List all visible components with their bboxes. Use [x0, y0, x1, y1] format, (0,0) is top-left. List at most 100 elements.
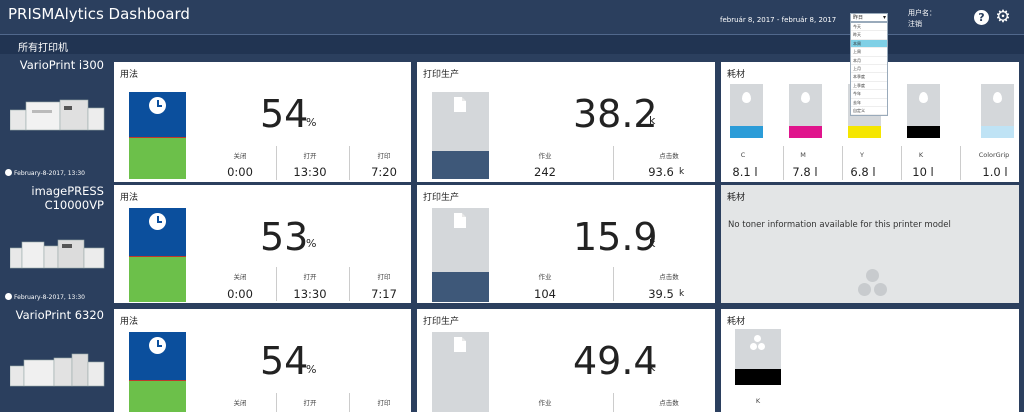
consumables-card[interactable]: 耗材 No toner information available for th…: [721, 185, 1019, 303]
usage-bar: [129, 208, 186, 302]
consumables-card[interactable]: 耗材 K: [721, 309, 1019, 412]
production-card[interactable]: 打印生产 49.4 k 作业 点击数: [417, 309, 715, 412]
drop-icon: [801, 92, 810, 103]
help-icon[interactable]: ?: [974, 10, 989, 25]
period-option[interactable]: 自定义: [851, 107, 887, 116]
gear-icon[interactable]: ⚙: [995, 7, 1011, 27]
card-title: 用法: [120, 70, 139, 80]
printer-name-line: imagePRESS: [31, 184, 104, 198]
period-option[interactable]: 上月: [851, 65, 887, 74]
period-option[interactable]: 本季度: [851, 73, 887, 82]
production-unit: k: [649, 114, 656, 127]
period-option[interactable]: 本月: [851, 57, 887, 65]
period-option[interactable]: 去年: [851, 99, 887, 107]
period-select[interactable]: 昨日 ▾: [850, 13, 888, 22]
usage-percent: 54: [260, 92, 309, 136]
toner-magenta: [789, 84, 822, 138]
printer-timestamp: February-8-2017, 13:30: [5, 169, 85, 177]
chevron-down-icon: ▾: [882, 14, 886, 21]
stat-label: 点击数: [659, 273, 679, 281]
period-select-value: 昨日: [853, 15, 864, 21]
drop-icon: [919, 92, 928, 103]
period-option[interactable]: 今年: [851, 90, 887, 99]
stat-label: 关闭: [233, 399, 247, 407]
production-bar: [432, 332, 489, 412]
production-bar: [432, 92, 489, 179]
card-title: 耗材: [727, 317, 746, 327]
toner-group-icon: [855, 269, 891, 303]
usage-bar-print: [129, 256, 186, 302]
clock-icon: [149, 337, 166, 354]
production-unit: k: [649, 237, 656, 250]
card-title: 用法: [120, 317, 139, 327]
period-option-selected[interactable]: 本周: [851, 39, 887, 49]
divider: [613, 146, 614, 180]
stat-label: 点击数: [659, 399, 679, 407]
toner-label: M: [800, 151, 806, 159]
toner-label: Y: [860, 151, 864, 159]
toner-group-icon: [749, 335, 767, 353]
stat-value: 104: [534, 287, 556, 301]
stat-value: 7:20: [371, 165, 397, 179]
drop-icon: [993, 92, 1002, 103]
toner-colorgrip: [981, 84, 1014, 138]
usage-bar: [129, 92, 186, 179]
production-value: 49.4: [573, 339, 658, 383]
document-icon: [454, 97, 466, 112]
stat-value: 93.6: [648, 165, 674, 179]
usage-percent: 54: [260, 339, 309, 383]
toner-black: [907, 84, 940, 138]
period-option[interactable]: 昨天: [851, 31, 887, 40]
usage-unit: %: [306, 116, 317, 129]
period-option[interactable]: 上季度: [851, 82, 887, 91]
period-option[interactable]: 今天: [851, 23, 887, 32]
production-card[interactable]: 打印生产 15.9 k 作业 104 点击数 39.5 k: [417, 185, 715, 303]
all-printers-link[interactable]: 所有打印机: [18, 43, 68, 54]
stat-value: 0:00: [227, 165, 253, 179]
printer-tile[interactable]: imagePRESS C10000VP February-8-2017, 13:…: [0, 182, 110, 304]
consumables-card[interactable]: 耗材 C 8.1 l M 7.8 l Y 6.8 l K 10 l ColorG…: [721, 62, 1019, 182]
usage-bar: [129, 332, 186, 412]
logout-link[interactable]: 注销: [908, 20, 922, 28]
production-card[interactable]: 打印生产 38.2 k 作业 242 点击数 93.6 k: [417, 62, 715, 182]
stat-value: 7:17: [371, 287, 397, 301]
usage-card[interactable]: 用法 54 % 关闭 打开 打印: [114, 309, 411, 412]
divider: [613, 393, 614, 412]
stat-label: 关闭: [233, 152, 247, 160]
period-option[interactable]: 上周: [851, 48, 887, 57]
printer-timestamp: February-8-2017, 13:30: [5, 293, 85, 301]
divider: [783, 146, 784, 180]
printer-image: [10, 99, 105, 131]
stat-label: 打开: [303, 152, 317, 160]
divider: [276, 267, 277, 301]
app-title: PRISMAlytics Dashboard: [8, 5, 190, 23]
stat-label: 关闭: [233, 273, 247, 281]
divider: [349, 393, 350, 412]
user-label: 用户名：: [908, 9, 936, 17]
production-bar-fill: [432, 151, 489, 179]
printer-image: [10, 239, 105, 269]
usage-bar-print: [129, 380, 186, 412]
date-range[interactable]: február 8, 2017 - február 8, 2017: [720, 16, 837, 24]
stat-value: 13:30: [293, 287, 327, 301]
drop-icon: [742, 92, 751, 103]
divider: [276, 146, 277, 180]
divider: [276, 393, 277, 412]
period-dropdown-menu: 今天 昨天 本周 上周 本月 上月 本季度 上季度 今年 去年 自定义: [850, 22, 888, 117]
clock-icon: [149, 213, 166, 230]
production-unit: k: [649, 361, 656, 374]
stat-label: 打开: [303, 399, 317, 407]
usage-card[interactable]: 用法 53 % 关闭 0:00 打开 13:30 打印 7:17: [114, 185, 411, 303]
toner-value: 8.1 l: [732, 165, 758, 179]
card-title: 打印生产: [423, 193, 460, 203]
document-icon: [454, 213, 466, 228]
top-bar: PRISMAlytics Dashboard február 8, 2017 -…: [0, 0, 1024, 34]
stat-value: 242: [534, 165, 556, 179]
printer-name-line: C10000VP: [44, 198, 104, 212]
printer-tile[interactable]: VarioPrint 6320: [0, 306, 110, 412]
clock-icon: [5, 169, 12, 176]
production-bar-fill: [432, 272, 489, 302]
toner-value: 10 l: [912, 165, 934, 179]
printer-tile[interactable]: VarioPrint i300 February-8-2017, 13:30: [0, 56, 110, 180]
usage-card[interactable]: 用法 54 % 关闭 0:00 打开 13:30 打印 7:20: [114, 62, 411, 182]
